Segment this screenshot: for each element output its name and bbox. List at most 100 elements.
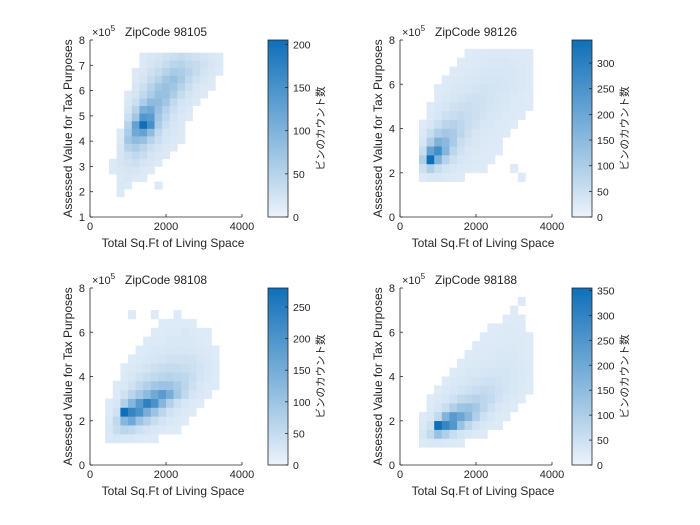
heatmap-cell bbox=[215, 52, 224, 61]
heatmap-cell bbox=[464, 163, 473, 174]
y-tick-label: 5 bbox=[79, 111, 85, 123]
heatmap-cell bbox=[510, 385, 519, 395]
y-tick-label: 8 bbox=[389, 35, 395, 47]
heatmap-cell bbox=[173, 354, 182, 364]
y-tick-label: 0 bbox=[389, 460, 395, 472]
heatmap-cell bbox=[472, 376, 481, 386]
heatmap-cell bbox=[510, 101, 519, 112]
heatmap-cell bbox=[162, 90, 171, 99]
heatmap-cell bbox=[464, 128, 473, 138]
heatmap-cell bbox=[479, 93, 488, 103]
heatmap-cell bbox=[139, 67, 148, 76]
heatmap-cell bbox=[517, 296, 526, 306]
heatmap-cell bbox=[139, 105, 148, 114]
heatmap-cell bbox=[472, 420, 481, 430]
heatmap-cell bbox=[502, 75, 511, 85]
heatmap-cell bbox=[479, 376, 488, 386]
heatmap-cell bbox=[147, 143, 155, 152]
heatmap-cell bbox=[479, 332, 488, 342]
heatmap-cell bbox=[181, 345, 190, 355]
heatmap-cell bbox=[487, 341, 496, 351]
heatmap-cell bbox=[200, 52, 209, 61]
heatmap-cell bbox=[181, 318, 190, 329]
x-tick-label: 0 bbox=[87, 469, 93, 481]
heatmap-cell bbox=[181, 372, 190, 382]
heatmap-cell bbox=[487, 57, 496, 67]
heatmap-cell bbox=[487, 358, 496, 368]
heatmap-cell bbox=[139, 82, 148, 91]
heatmap-cell bbox=[525, 66, 534, 76]
heatmap-cell bbox=[517, 358, 526, 368]
heatmap-cell bbox=[177, 120, 186, 129]
heatmap-cell bbox=[154, 60, 163, 69]
heatmap-cell bbox=[139, 128, 148, 137]
heatmap-cell bbox=[517, 66, 526, 76]
heatmap-cell bbox=[426, 101, 435, 112]
heatmap-cell bbox=[457, 128, 465, 138]
heatmap-cell bbox=[185, 67, 193, 76]
heatmap-cell bbox=[487, 376, 496, 386]
heatmap-cell bbox=[487, 66, 496, 76]
heatmap-cell bbox=[426, 438, 435, 448]
heatmap-cell bbox=[181, 380, 190, 391]
heatmap-cell bbox=[143, 425, 152, 435]
heatmap-cell bbox=[510, 332, 519, 342]
heatmap-cell bbox=[139, 90, 148, 99]
heatmap-cell bbox=[472, 385, 481, 395]
colorbar-tick-label: 50 bbox=[293, 428, 305, 440]
heatmap-cell bbox=[441, 403, 450, 413]
heatmap-cell bbox=[188, 372, 197, 382]
heatmap-cell bbox=[479, 101, 488, 112]
colorbar-tick-label: 150 bbox=[597, 385, 615, 397]
y-axis-label: Assessed Value for Tax Purposes bbox=[371, 287, 385, 465]
heatmap-cell bbox=[143, 398, 152, 408]
heatmap-cell bbox=[143, 363, 152, 373]
heatmap-cell bbox=[135, 416, 144, 426]
subplot-title: ZipCode 98188 bbox=[435, 273, 517, 287]
heatmap-cell bbox=[185, 60, 193, 69]
heatmap-cell bbox=[131, 120, 140, 129]
heatmap-cell bbox=[525, 332, 534, 342]
heatmap-cell bbox=[139, 158, 148, 167]
x-tick-label: 4000 bbox=[540, 221, 564, 233]
heatmap-cell bbox=[419, 119, 427, 129]
heatmap-cell bbox=[124, 136, 133, 144]
heatmap-cell bbox=[517, 385, 526, 395]
heatmap-cell bbox=[109, 158, 117, 167]
heatmap-cell bbox=[525, 57, 534, 67]
heatmap-cell bbox=[109, 166, 117, 175]
heatmap-cell bbox=[502, 385, 511, 395]
heatmap-cell bbox=[502, 66, 511, 76]
heatmap-cell bbox=[169, 75, 178, 84]
heatmap-cell bbox=[441, 137, 450, 147]
heatmap-cell bbox=[419, 128, 427, 138]
heatmap-cell bbox=[169, 136, 178, 144]
heatmap-cell bbox=[158, 416, 167, 426]
heatmap-cell bbox=[457, 93, 465, 103]
heatmap-cell bbox=[495, 420, 503, 430]
heatmap-cell bbox=[517, 84, 526, 94]
heatmap-cell bbox=[517, 376, 526, 386]
heatmap-cell bbox=[181, 327, 190, 337]
heatmap-cell bbox=[495, 93, 503, 103]
heatmap-cell bbox=[449, 137, 458, 147]
heatmap-cell bbox=[434, 172, 443, 182]
heatmap-cell bbox=[147, 105, 155, 114]
colorbar-label: ビンのカウント数 bbox=[618, 334, 631, 418]
heatmap-cell bbox=[441, 93, 450, 103]
heatmap-cell bbox=[173, 363, 182, 373]
colorbar-tick-label: 150 bbox=[293, 82, 311, 94]
heatmap-cell bbox=[204, 363, 212, 373]
heatmap-cell bbox=[158, 354, 167, 364]
exponent-label: ×105 bbox=[92, 272, 116, 287]
heatmap-cell bbox=[487, 128, 496, 138]
heatmap-cell bbox=[472, 93, 481, 103]
colorbar-tick-label: 200 bbox=[597, 109, 615, 121]
colorbar-tick-label: 100 bbox=[293, 397, 311, 409]
heatmap-cell bbox=[449, 172, 458, 182]
heatmap-cell bbox=[449, 411, 458, 422]
heatmap-cell bbox=[147, 90, 155, 99]
heatmap-cell bbox=[177, 90, 186, 99]
heatmap-cell bbox=[173, 416, 182, 426]
heatmap-cell bbox=[177, 75, 186, 84]
